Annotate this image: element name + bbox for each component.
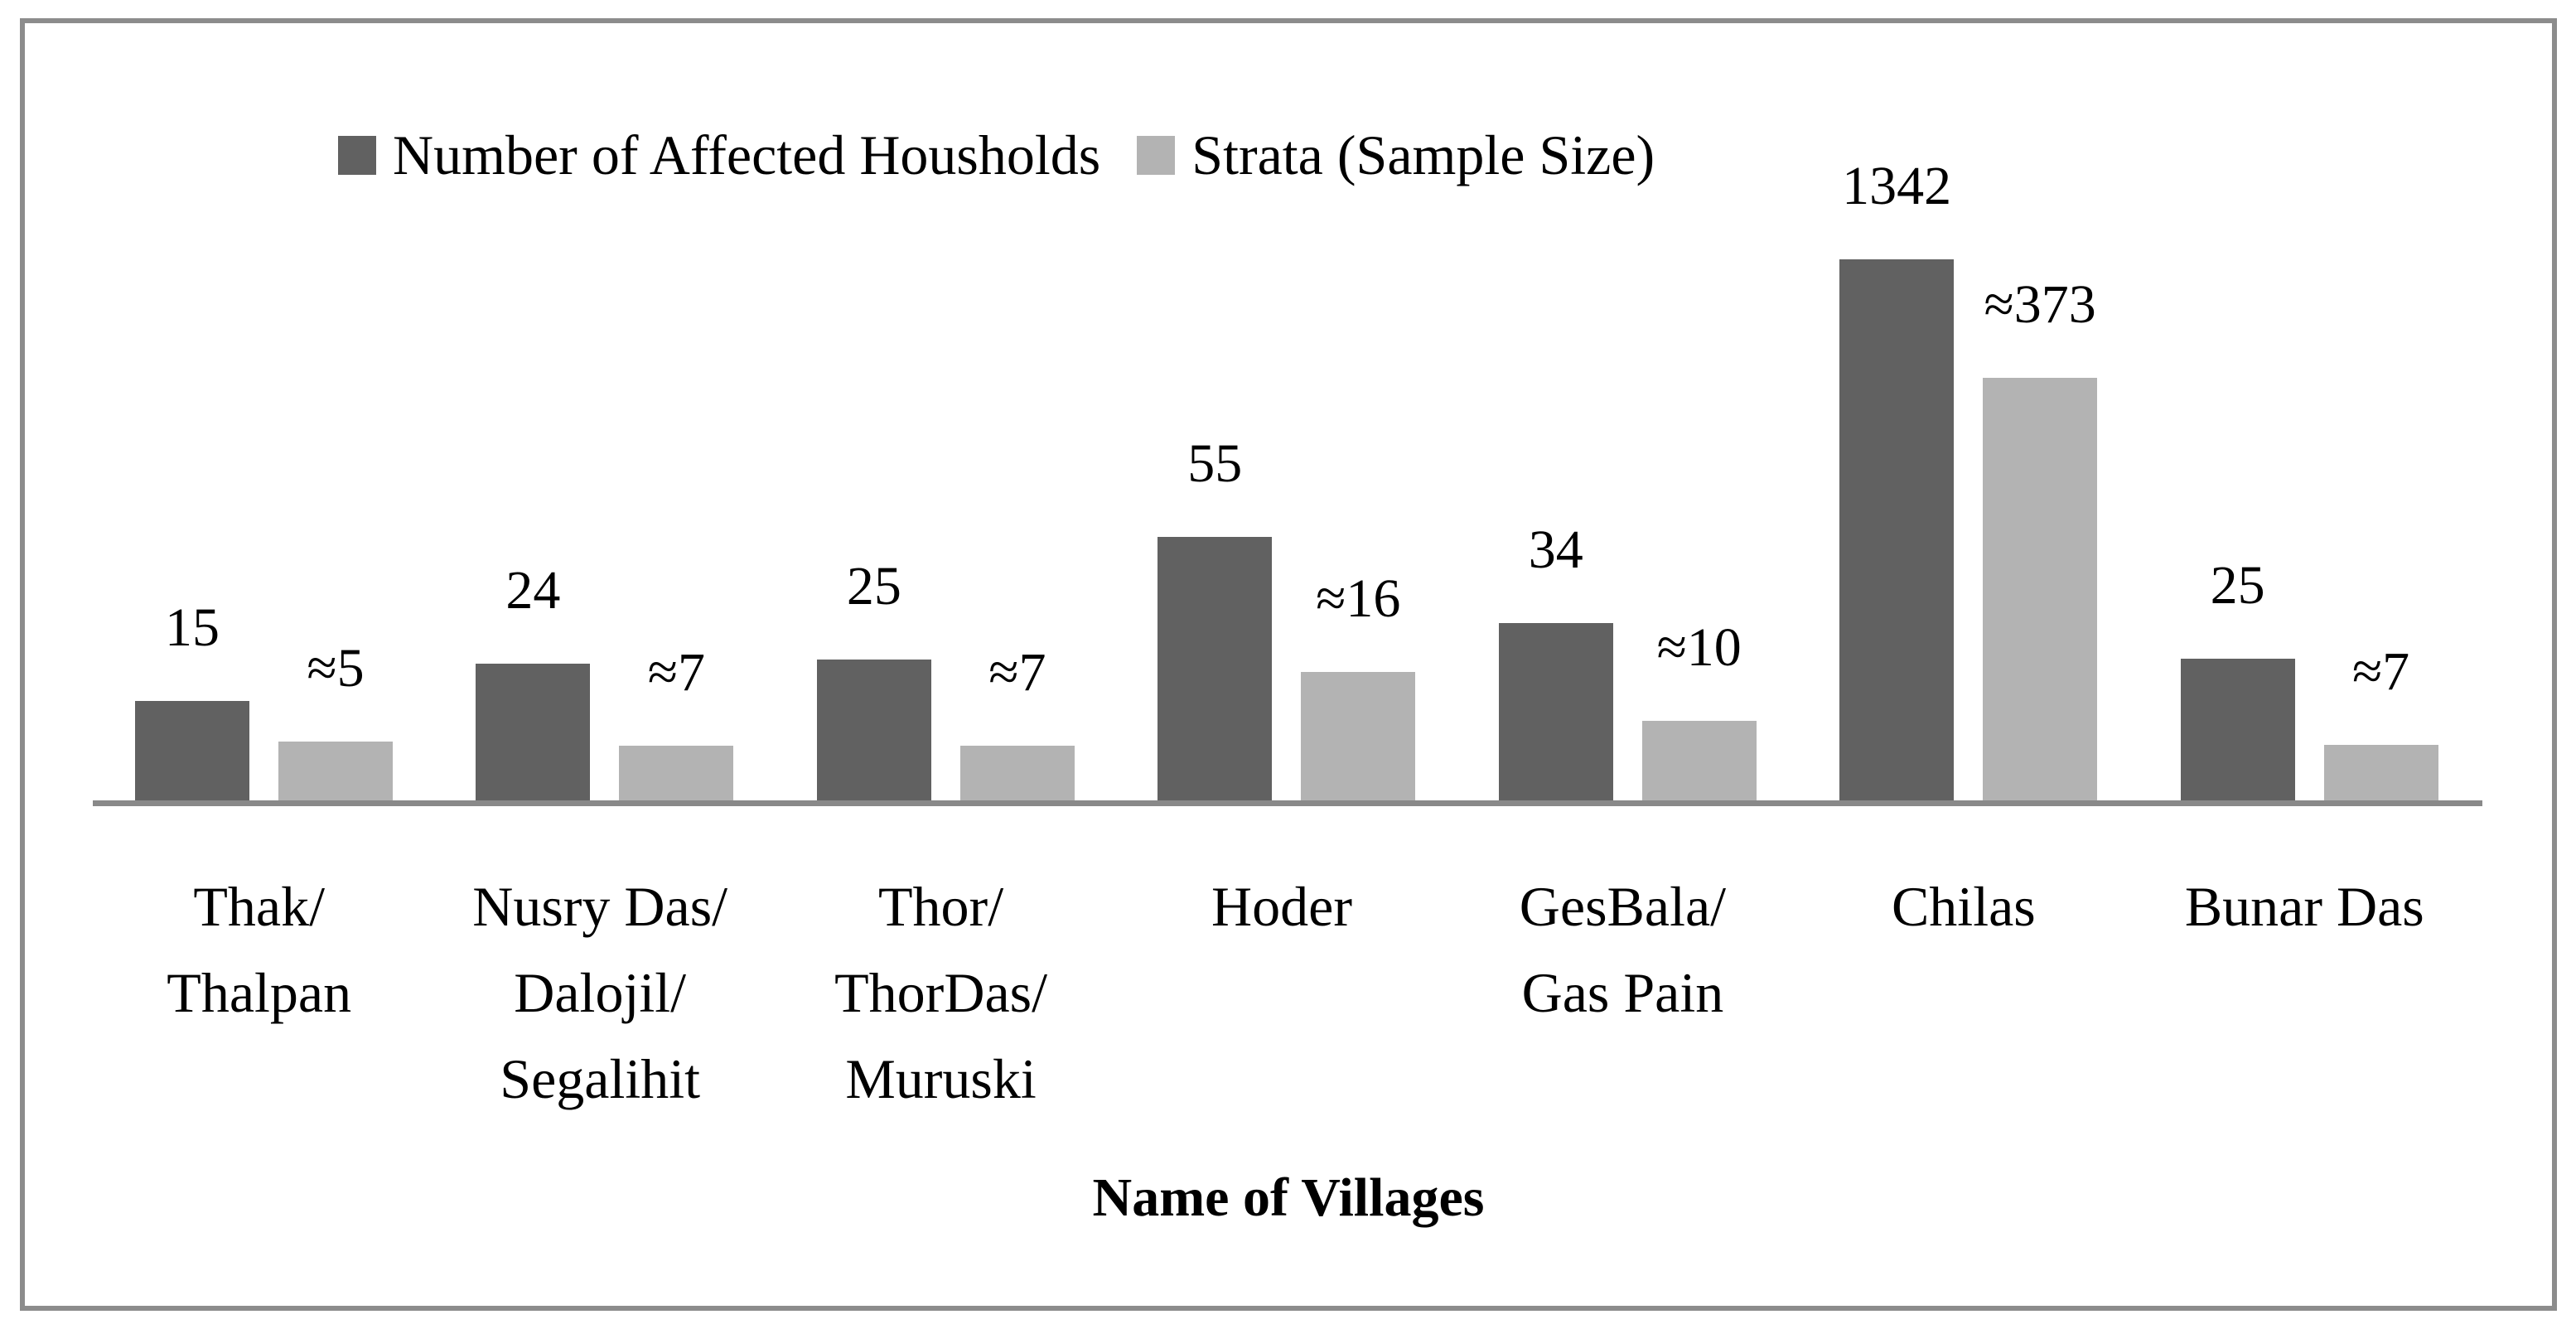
legend-swatch-light-icon [1137,136,1176,175]
category-label-7: Bunar Das [2184,875,2424,938]
value-label-strata-6: ≈373 [1984,274,2096,335]
value-label-affected-3: 25 [846,556,901,616]
category-label-2: Nusry Das/Dalojil/Segalihit [472,875,728,1110]
legend-item-strata: Strata (Sample Size) [1137,123,1655,188]
legend-swatch-dark-icon [338,136,376,175]
value-label-affected-1: 15 [165,597,220,658]
bar-affected-7 [2180,659,2295,802]
legend-label-affected-households: Number of Affected Housholds [393,123,1101,186]
legend: Number of Affected Housholds Strata (Sam… [338,123,1655,188]
bar-affected-2 [476,664,591,802]
category-label-3: Thor/ThorDas/Muruski [834,875,1047,1110]
bar-affected-6 [1839,259,1955,802]
category-label-4: Hoder [1211,875,1352,938]
bar-affected-1 [135,701,249,802]
bar-strata-3 [959,746,1075,802]
value-label-strata-4: ≈16 [1316,568,1401,629]
x-axis-line [93,800,2482,806]
bar-affected-3 [816,660,931,802]
bar-strata-4 [1301,672,1416,802]
value-label-strata-7: ≈7 [2351,641,2410,702]
legend-item-affected-households: Number of Affected Housholds [338,123,1100,188]
value-label-affected-5: 34 [1528,520,1583,580]
bar-affected-4 [1158,537,1273,802]
value-label-affected-7: 25 [2210,555,2265,616]
bar-affected-5 [1498,623,1613,802]
bar-strata-2 [619,746,734,802]
figure-border [20,18,2557,1311]
value-label-affected-6: 1342 [1842,156,1952,216]
bar-strata-1 [278,742,393,802]
bar-strata-5 [1641,721,1757,802]
value-label-strata-2: ≈7 [647,642,706,703]
legend-label-strata: Strata (Sample Size) [1191,123,1655,186]
category-label-6: Chilas [1891,875,2036,938]
value-label-strata-5: ≈10 [1656,617,1742,678]
value-label-strata-3: ≈7 [988,642,1046,703]
bar-strata-6 [1983,378,2098,802]
bar-strata-7 [2323,745,2438,802]
category-label-1: Thak/Thalpan [167,875,352,1024]
value-label-strata-1: ≈5 [307,638,365,698]
value-label-affected-2: 24 [505,560,561,621]
value-label-affected-4: 55 [1187,433,1243,494]
category-label-5: GesBala/Gas Pain [1519,875,1727,1024]
x-axis-title: Name of Villages [1092,1167,1485,1228]
